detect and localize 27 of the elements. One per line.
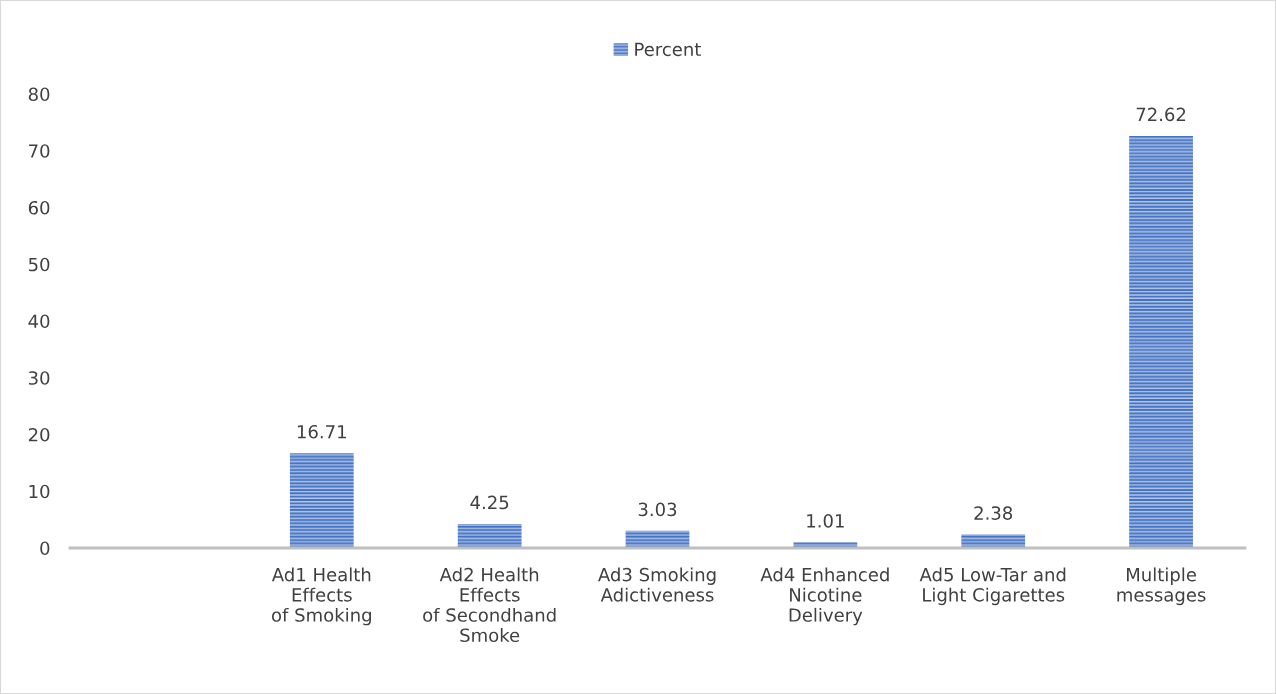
x-tick-label: Ad3 Smoking Adictiveness [598,567,716,602]
y-tick-label: 70 [29,144,50,158]
y-tick-label: 40 [28,314,50,329]
x-tick-label: Ad5 Low-Tar and Light Cigarettes [919,567,1066,606]
y-tick-label: 80 [28,87,50,102]
data-label: 3.03 [638,502,677,517]
x-tick-label: Ad2 Health Effects of Secondhand Smoke [423,567,556,643]
y-tick-label: 60 [28,200,50,215]
y-tick-label: 20 [28,427,50,442]
x-tick-label: Ad1 Health Effects of Smoking [271,567,371,626]
data-label: 1.01 [807,514,844,528]
data-label: 16.71 [297,424,346,439]
data-label: 2.38 [974,506,1013,520]
data-label: 4.25 [470,495,509,510]
y-tick-label: 0 [40,541,50,556]
x-tick-label: Multiple messages [1117,567,1206,606]
bar [457,523,522,548]
x-tick-label: Ad4 Enhanced Nicotine Delivery [760,567,889,626]
bar [961,534,1026,548]
bar [289,453,354,548]
y-tick-label: 50 [28,257,50,272]
legend-label: Percent [635,42,701,57]
y-tick-label: 10 [29,484,50,499]
data-label: 72.62 [1136,107,1186,122]
bar [625,530,690,548]
y-tick-label: 30 [28,371,50,385]
bar [1129,135,1193,548]
